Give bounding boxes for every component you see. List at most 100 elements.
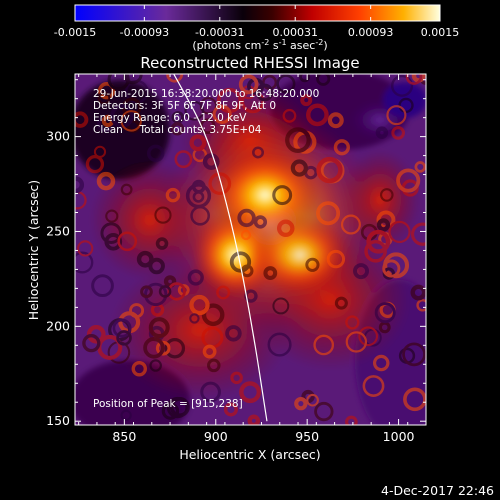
image-texture-ring bbox=[184, 100, 205, 121]
image-texture-ring bbox=[230, 371, 243, 385]
image-texture-ring bbox=[388, 220, 411, 244]
image-texture-ring bbox=[143, 337, 165, 359]
image-texture-ring bbox=[238, 74, 259, 95]
image-texture-ring bbox=[333, 139, 350, 156]
image-texture-ring bbox=[299, 74, 311, 83]
image-texture-ring bbox=[239, 381, 262, 404]
image-texture-ring bbox=[362, 375, 385, 397]
image-texture-ring bbox=[223, 402, 238, 417]
image-texture-ring bbox=[212, 104, 232, 124]
image-texture-ring bbox=[189, 294, 210, 316]
image-texture-ring bbox=[379, 188, 394, 202]
image-texture-ring bbox=[93, 145, 107, 158]
image-texture-ring bbox=[306, 103, 329, 127]
image-texture-ring bbox=[155, 237, 169, 250]
x-tick-label: 1000 bbox=[383, 429, 415, 444]
image-texture-ring bbox=[146, 144, 165, 163]
colorbar-ticks: -0.0015 -0.00093 -0.00031 0.00031 0.00093 0.0… bbox=[54, 5, 459, 39]
image-texture-ring bbox=[148, 317, 170, 339]
image-texture-ring bbox=[267, 332, 292, 357]
x-axis-label: Heliocentric X (arcsec) bbox=[179, 447, 320, 462]
image-texture-ring bbox=[316, 156, 343, 184]
image-texture-ring bbox=[391, 126, 405, 140]
plot-frame bbox=[74, 73, 427, 426]
image-texture-ring bbox=[75, 176, 85, 194]
image-texture-ring bbox=[272, 297, 290, 315]
image-texture-ring bbox=[240, 229, 252, 241]
image-texture-ring bbox=[91, 274, 114, 298]
image-texture-ring bbox=[154, 206, 172, 224]
image-texture-ring bbox=[276, 74, 296, 94]
colorbar bbox=[75, 5, 440, 21]
x-tick-label: 900 bbox=[204, 429, 228, 444]
image-texture-ring bbox=[187, 269, 204, 286]
image-texture-ring bbox=[410, 284, 426, 301]
image-texture-ring bbox=[161, 402, 180, 420]
image-texture-ring bbox=[290, 159, 308, 177]
image-texture-ring bbox=[158, 285, 172, 298]
image-texture-ring bbox=[410, 222, 426, 246]
footer-date: 4-Dec-2017 22:46 bbox=[381, 483, 494, 498]
image-texture-ring bbox=[386, 105, 407, 126]
y-tick-label: 250 bbox=[46, 223, 70, 238]
image-texture-ring bbox=[96, 171, 116, 191]
image-texture-ring bbox=[116, 330, 132, 346]
image-texture-ring bbox=[316, 74, 331, 86]
image-texture-ring bbox=[207, 358, 221, 373]
image-texture-ring bbox=[382, 259, 401, 278]
image-texture-ring bbox=[97, 82, 116, 100]
image-texture-ring bbox=[225, 325, 242, 342]
image-texture-ring bbox=[120, 110, 142, 132]
image-texture-ring bbox=[316, 201, 341, 226]
image-texture-ring bbox=[390, 74, 414, 97]
image-texture-ring bbox=[252, 146, 265, 159]
image-texture-ring bbox=[263, 266, 278, 280]
image-texture-ring bbox=[402, 342, 426, 367]
image-texture-ring bbox=[314, 401, 334, 422]
y-axis-label: Heliocentric Y (arcsec) bbox=[26, 180, 41, 320]
image-texture-ring bbox=[105, 209, 119, 223]
image-texture-ring bbox=[403, 387, 426, 412]
image-texture-ring bbox=[117, 231, 138, 252]
image-texture-ring bbox=[136, 250, 154, 268]
image-texture-ring bbox=[201, 303, 225, 327]
annotations: 29-Jun-2015 16:38:20.000 to 16:48:20.000… bbox=[93, 88, 319, 410]
image-texture-ring bbox=[149, 359, 162, 372]
colorbar-frame bbox=[74, 4, 441, 22]
image-texture-ring bbox=[237, 208, 256, 228]
annotation-counts: Clean Total counts: 3.75E+04 bbox=[93, 124, 262, 136]
image-texture-ring bbox=[166, 396, 189, 419]
image-texture-ring bbox=[405, 74, 423, 85]
image-texture-ring bbox=[216, 285, 231, 300]
image-texture-ring bbox=[372, 354, 390, 372]
image-texture-ring bbox=[306, 393, 319, 407]
annotation-energy: Energy Range: 6.0 - 12.0 keV bbox=[93, 112, 247, 124]
image-texture-ring bbox=[327, 112, 344, 129]
image-texture-ring bbox=[345, 415, 358, 425]
image-texture-ring bbox=[374, 302, 396, 324]
image-texture-ring bbox=[358, 326, 379, 347]
image-texture-ring bbox=[285, 127, 311, 153]
image-texture-ring bbox=[120, 409, 132, 422]
colorbar-unit: (photons cm-2 s-1 asec-2) bbox=[192, 38, 327, 52]
image-texture-ring bbox=[85, 154, 105, 174]
image-texture-ring bbox=[190, 205, 211, 226]
colorbar-tick-label: -0.00031 bbox=[195, 26, 244, 39]
x-tick-label: 950 bbox=[295, 429, 319, 444]
image-texture-ring bbox=[107, 74, 130, 91]
image-texture-ring bbox=[129, 303, 145, 319]
image-texture-ring bbox=[276, 219, 295, 238]
image-texture-ring bbox=[326, 249, 346, 269]
image-texture-ring bbox=[75, 111, 89, 128]
image-texture-ring bbox=[229, 251, 252, 273]
x-tick-label: 850 bbox=[112, 429, 136, 444]
image-texture-ring bbox=[120, 183, 133, 196]
y-tick-label: 150 bbox=[46, 413, 70, 428]
colorbar-tick-label: 0.0015 bbox=[421, 26, 460, 39]
image-texture-ring bbox=[200, 381, 221, 403]
colorbar-tick-label: 0.00031 bbox=[272, 26, 318, 39]
annotation-peak: Position of Peak = [915,238] bbox=[93, 398, 243, 410]
image-texture-ring bbox=[272, 185, 293, 206]
image-texture-ring bbox=[86, 324, 106, 344]
